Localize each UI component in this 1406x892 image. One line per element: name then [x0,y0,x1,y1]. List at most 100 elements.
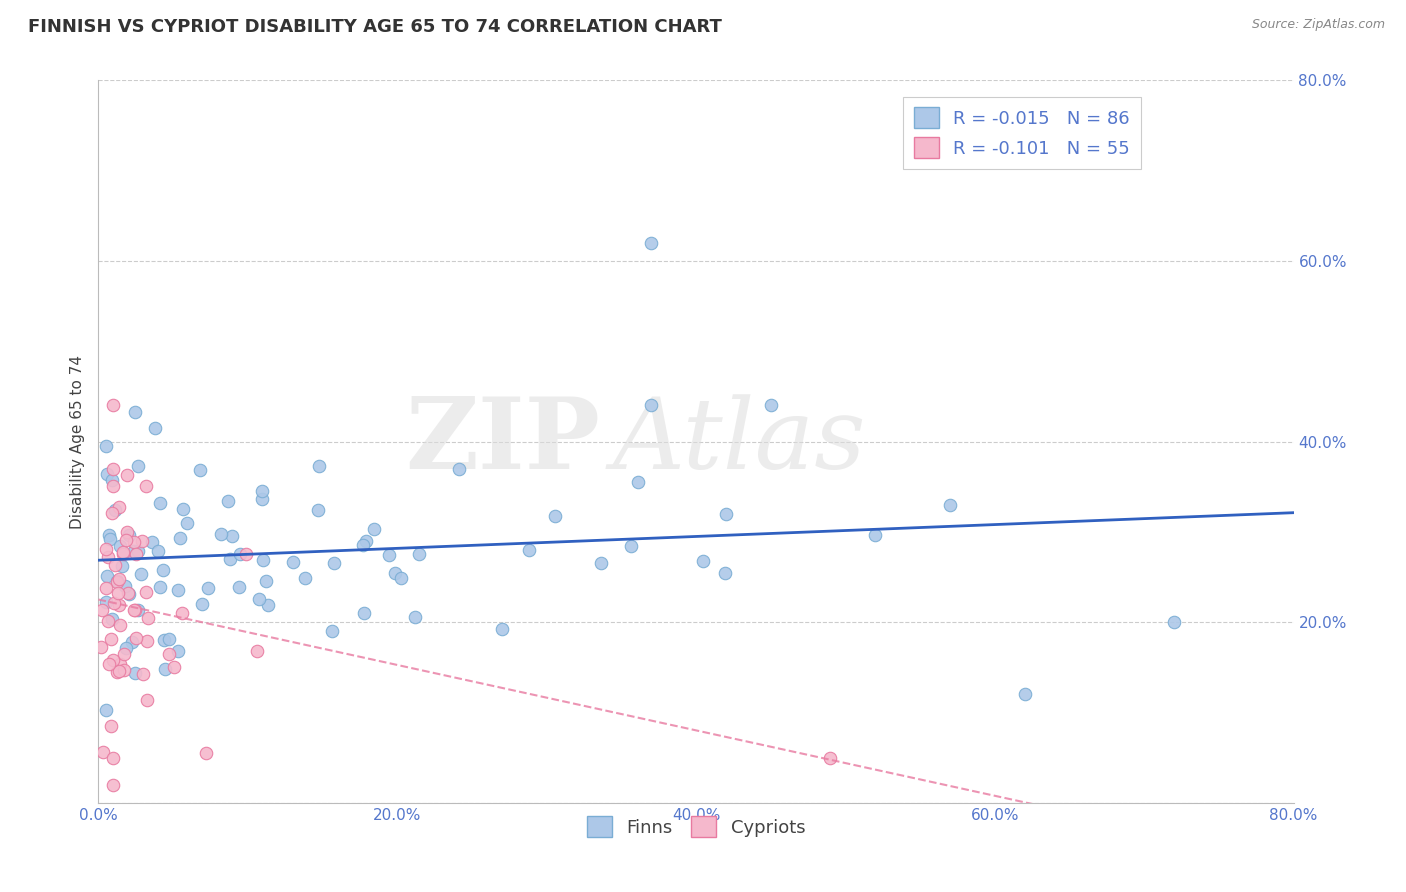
Cypriots [91,745,114,759]
Finns [166,583,188,598]
Finns [491,622,513,636]
Cypriots [136,634,159,648]
Finns [127,544,149,558]
Finns [149,580,172,594]
Cypriots [108,573,131,587]
Finns [96,467,118,481]
Legend: Finns, Cypriots: Finns, Cypriots [579,809,813,845]
Finns [96,568,118,582]
Cypriots [101,653,124,667]
Finns [408,547,430,561]
Cypriots [112,545,135,559]
Cypriots [124,547,146,561]
Cypriots [114,533,136,547]
Finns [219,552,242,566]
Finns [389,571,412,585]
Finns [100,532,122,546]
Y-axis label: Disability Age 65 to 74: Disability Age 65 to 74 [70,354,86,529]
Finns [759,398,782,412]
Finns [229,547,252,561]
Finns [1163,615,1185,630]
Finns [155,663,177,677]
Cypriots [122,535,145,549]
Finns [627,475,650,489]
Cypriots [235,547,257,561]
Finns [124,544,146,558]
Finns [94,703,117,717]
Cypriots [125,632,148,646]
Cypriots [138,610,160,624]
Text: ZIP: ZIP [405,393,600,490]
Finns [118,587,141,601]
Cypriots [105,574,128,589]
Finns [254,574,277,588]
Finns [247,591,270,606]
Finns [281,555,304,569]
Finns [544,509,567,524]
Cypriots [103,398,125,412]
Finns [865,528,887,542]
Cypriots [132,667,155,681]
Cypriots [103,461,125,475]
Finns [114,579,136,593]
Finns [176,516,198,530]
Cypriots [108,664,131,678]
Finns [110,539,132,553]
Cypriots [97,549,120,564]
Finns [94,595,117,609]
Cypriots [820,750,842,764]
Text: Source: ZipAtlas.com: Source: ZipAtlas.com [1251,18,1385,31]
Cypriots [131,534,153,549]
Cypriots [195,746,218,760]
Text: FINNISH VS CYPRIOT DISABILITY AGE 65 TO 74 CORRELATION CHART: FINNISH VS CYPRIOT DISABILITY AGE 65 TO … [28,18,723,36]
Finns [323,556,346,570]
Cypriots [170,607,193,621]
Cypriots [98,657,121,671]
Text: Atlas: Atlas [613,394,866,489]
Finns [157,632,180,647]
Finns [363,522,385,536]
Cypriots [114,648,136,662]
Finns [141,534,163,549]
Finns [713,566,735,581]
Cypriots [103,778,125,792]
Finns [1014,687,1036,701]
Cypriots [101,479,124,493]
Finns [352,538,374,552]
Finns [114,640,136,655]
Finns [591,556,613,570]
Finns [143,421,166,435]
Finns [321,624,343,638]
Cypriots [135,585,157,599]
Cypriots [101,506,124,520]
Cypriots [104,558,127,573]
Finns [640,235,662,250]
Cypriots [135,693,157,707]
Finns [129,567,152,582]
Finns [354,533,377,548]
Finns [124,666,146,681]
Cypriots [97,614,120,628]
Finns [172,502,194,516]
Finns [98,528,121,542]
Finns [101,612,124,626]
Cypriots [100,632,122,646]
Cypriots [111,547,134,561]
Cypriots [108,500,131,514]
Finns [149,496,172,510]
Finns [124,405,146,419]
Finns [353,606,375,620]
Finns [167,644,190,658]
Finns [308,459,330,474]
Finns [101,473,124,487]
Cypriots [94,582,117,596]
Cypriots [103,750,125,764]
Finns [447,462,470,476]
Cypriots [122,602,145,616]
Finns [294,571,316,585]
Finns [640,398,662,412]
Cypriots [115,524,138,539]
Cypriots [105,665,128,680]
Cypriots [112,663,135,677]
Finns [146,544,169,558]
